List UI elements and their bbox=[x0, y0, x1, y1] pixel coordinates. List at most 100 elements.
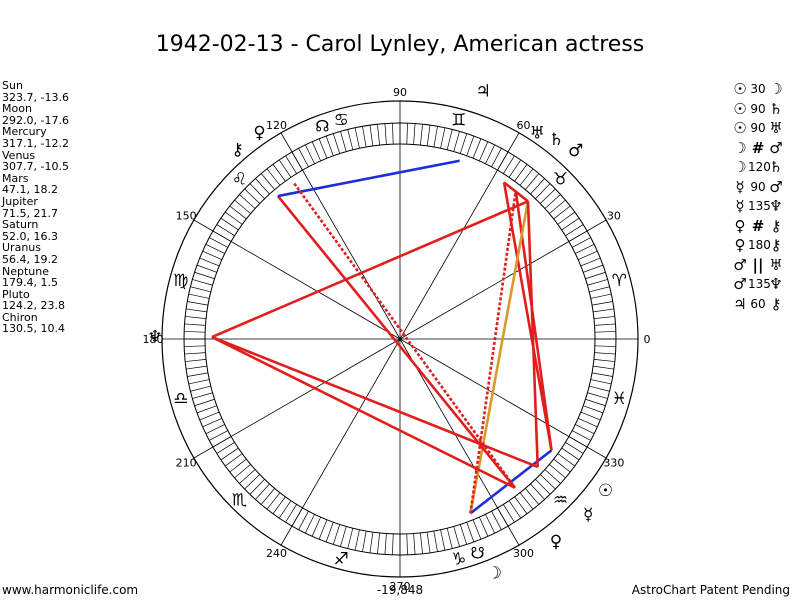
planet-glyph-icon: ♂ bbox=[568, 141, 583, 161]
degree-tick bbox=[478, 516, 489, 537]
planet-glyph-icon: ♅ bbox=[769, 119, 783, 137]
degree-tick bbox=[503, 504, 515, 523]
planet-coords: 71.5, 21.7 bbox=[2, 206, 58, 220]
planet-name: Pluto bbox=[2, 287, 30, 301]
aspect-row: ☿ 135 ♆ bbox=[732, 197, 794, 217]
degree-tick bbox=[525, 488, 540, 505]
aspect-angle: # bbox=[751, 138, 765, 157]
lunar-node-icon: ☊ bbox=[315, 117, 329, 136]
planet-coords: 323.7, -13.6 bbox=[2, 90, 69, 104]
degree-tick bbox=[535, 183, 551, 199]
degree-tick bbox=[549, 199, 566, 214]
degree-tick bbox=[575, 424, 595, 435]
degree-tick bbox=[572, 430, 591, 441]
degree-tick bbox=[406, 533, 408, 555]
degree-tick bbox=[420, 532, 423, 554]
degree-tick bbox=[585, 271, 606, 280]
degree-tick bbox=[453, 131, 460, 152]
degree-label: 0 bbox=[644, 333, 651, 346]
degree-tick bbox=[188, 379, 210, 385]
degree-tick bbox=[260, 488, 275, 505]
planet-coords: 124.2, 23.8 bbox=[2, 299, 65, 313]
degree-tick bbox=[557, 211, 575, 225]
degree-tick bbox=[304, 514, 315, 534]
degree-tick bbox=[311, 141, 322, 162]
planet-glyph-icon: ☉ bbox=[733, 99, 747, 118]
planet-name: Saturn bbox=[2, 218, 39, 232]
planet-position-list: Sun 323.7, -13.6 Moon 292.0, -17.6 Mercury 31… bbox=[2, 80, 69, 335]
degree-tick bbox=[194, 398, 215, 407]
degree-tick bbox=[583, 264, 604, 273]
degree-tick bbox=[187, 301, 209, 306]
degree-tick bbox=[244, 188, 260, 204]
degree-tick bbox=[519, 168, 534, 186]
site-url[interactable]: www.harmoniclife.com bbox=[2, 583, 139, 597]
planet-glyph-icon: ☉ bbox=[733, 80, 747, 98]
degree-tick bbox=[593, 308, 614, 313]
aspect-line bbox=[277, 159, 460, 198]
degree-tick bbox=[311, 516, 322, 537]
degree-tick bbox=[272, 496, 286, 514]
degree-tick bbox=[530, 178, 545, 195]
degree-tick bbox=[459, 133, 468, 154]
degree-tick bbox=[244, 474, 260, 490]
planet-glyph-icon: ♆ bbox=[147, 327, 162, 347]
degree-tick bbox=[466, 135, 475, 156]
planet-glyph-icon: ☉ bbox=[598, 481, 613, 501]
degree-tick bbox=[220, 447, 239, 461]
degree-tick bbox=[553, 458, 571, 473]
degree-tick bbox=[508, 159, 522, 178]
degree-tick bbox=[392, 123, 394, 145]
degree-tick bbox=[591, 372, 613, 377]
degree-tick bbox=[580, 257, 601, 267]
planet-glyph-icon: ♀ bbox=[734, 216, 746, 235]
degree-tick bbox=[519, 492, 534, 510]
degree-tick bbox=[580, 411, 601, 421]
degree-tick bbox=[485, 144, 496, 164]
degree-tick bbox=[199, 411, 220, 421]
aspect-line bbox=[211, 200, 529, 339]
degree-tick bbox=[503, 155, 515, 174]
zodiac-sign-icon: ♈ bbox=[612, 271, 627, 291]
planet-glyph-icon: ♃ bbox=[476, 82, 491, 102]
degree-tick bbox=[249, 479, 265, 495]
degree-tick bbox=[535, 479, 551, 495]
degree-tick bbox=[583, 405, 604, 414]
degree-tick bbox=[540, 188, 556, 204]
house-spoke bbox=[280, 338, 401, 546]
planet-coords: 179.4, 1.5 bbox=[2, 276, 58, 290]
aspect-row: ♂ 135 ♆ bbox=[732, 275, 794, 295]
degree-tick bbox=[594, 331, 616, 333]
degree-tick bbox=[184, 323, 206, 326]
house-spoke bbox=[193, 338, 401, 459]
degree-tick bbox=[530, 483, 545, 500]
degree-tick bbox=[377, 532, 380, 554]
degree-tick bbox=[384, 123, 387, 145]
degree-tick bbox=[591, 301, 613, 306]
house-spoke bbox=[399, 338, 607, 459]
degree-tick bbox=[184, 352, 206, 355]
degree-tick bbox=[184, 331, 206, 333]
planet-coords: 292.0, -17.6 bbox=[2, 113, 69, 127]
degree-tick bbox=[190, 286, 211, 293]
aspect-angle: 90 bbox=[750, 121, 766, 135]
degree-tick bbox=[225, 211, 243, 225]
planet-name: Mercury bbox=[2, 125, 47, 139]
planet-name: Chiron bbox=[2, 310, 38, 324]
planet-glyph-icon: ♀ bbox=[734, 236, 746, 254]
degree-tick bbox=[575, 243, 595, 254]
degree-tick bbox=[478, 141, 489, 162]
planet-glyph-icon: ☉ bbox=[733, 119, 747, 137]
degree-tick bbox=[433, 530, 438, 552]
planet-glyph-icon: ☽ bbox=[769, 80, 783, 98]
planet-glyph-icon: ♀ bbox=[253, 123, 265, 143]
degree-tick bbox=[202, 417, 223, 428]
degree-tick bbox=[185, 359, 207, 362]
degree-tick bbox=[209, 430, 228, 441]
degree-tick bbox=[508, 500, 522, 519]
degree-label: 30 bbox=[607, 210, 621, 223]
degree-tick bbox=[209, 237, 228, 248]
degree-tick bbox=[544, 469, 561, 484]
planet-glyph-icon: ♂ bbox=[769, 177, 783, 196]
